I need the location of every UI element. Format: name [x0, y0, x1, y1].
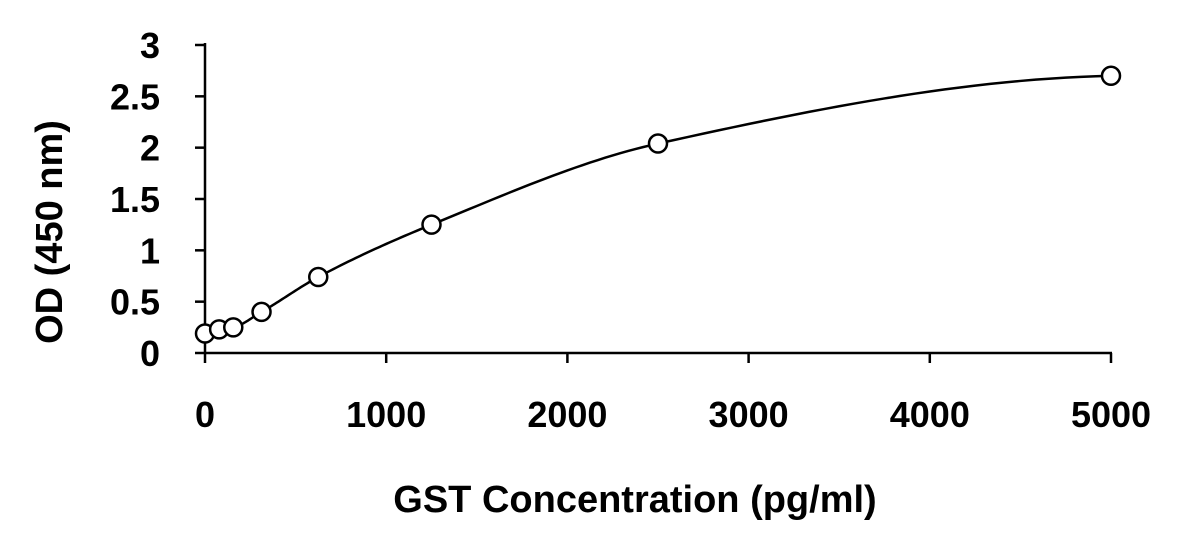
x-tick-label: 3000	[709, 394, 789, 435]
x-axis-title: GST Concentration (pg/ml)	[393, 479, 876, 521]
x-tick-label: 1000	[346, 394, 426, 435]
data-point	[1100, 65, 1122, 87]
y-axis-title: OD (450 nm)	[29, 120, 71, 344]
y-tick-label: 3	[140, 25, 160, 66]
data-point	[421, 214, 442, 235]
y-tick-label: 0.5	[110, 282, 160, 323]
y-tick-label: 2.5	[110, 76, 160, 117]
fit-curve	[204, 74, 1112, 335]
x-tick-label: 5000	[1071, 394, 1151, 435]
data-point	[223, 317, 244, 338]
x-tick-label: 0	[195, 394, 215, 435]
y-tick-label: 1	[140, 230, 160, 271]
data-point	[308, 266, 329, 288]
plot-area: 0 0.5 1 1.5 2 2.5 3 0 1000 2000 3000 4000 5000	[110, 25, 1151, 435]
data-point	[251, 301, 272, 323]
y-tick-label: 2	[140, 128, 160, 169]
x-tick-label: 2000	[527, 394, 607, 435]
y-tick-label: 1.5	[110, 179, 160, 220]
x-tick-label: 4000	[890, 394, 970, 435]
data-point	[647, 133, 669, 154]
y-tick-label: 0	[140, 333, 160, 374]
